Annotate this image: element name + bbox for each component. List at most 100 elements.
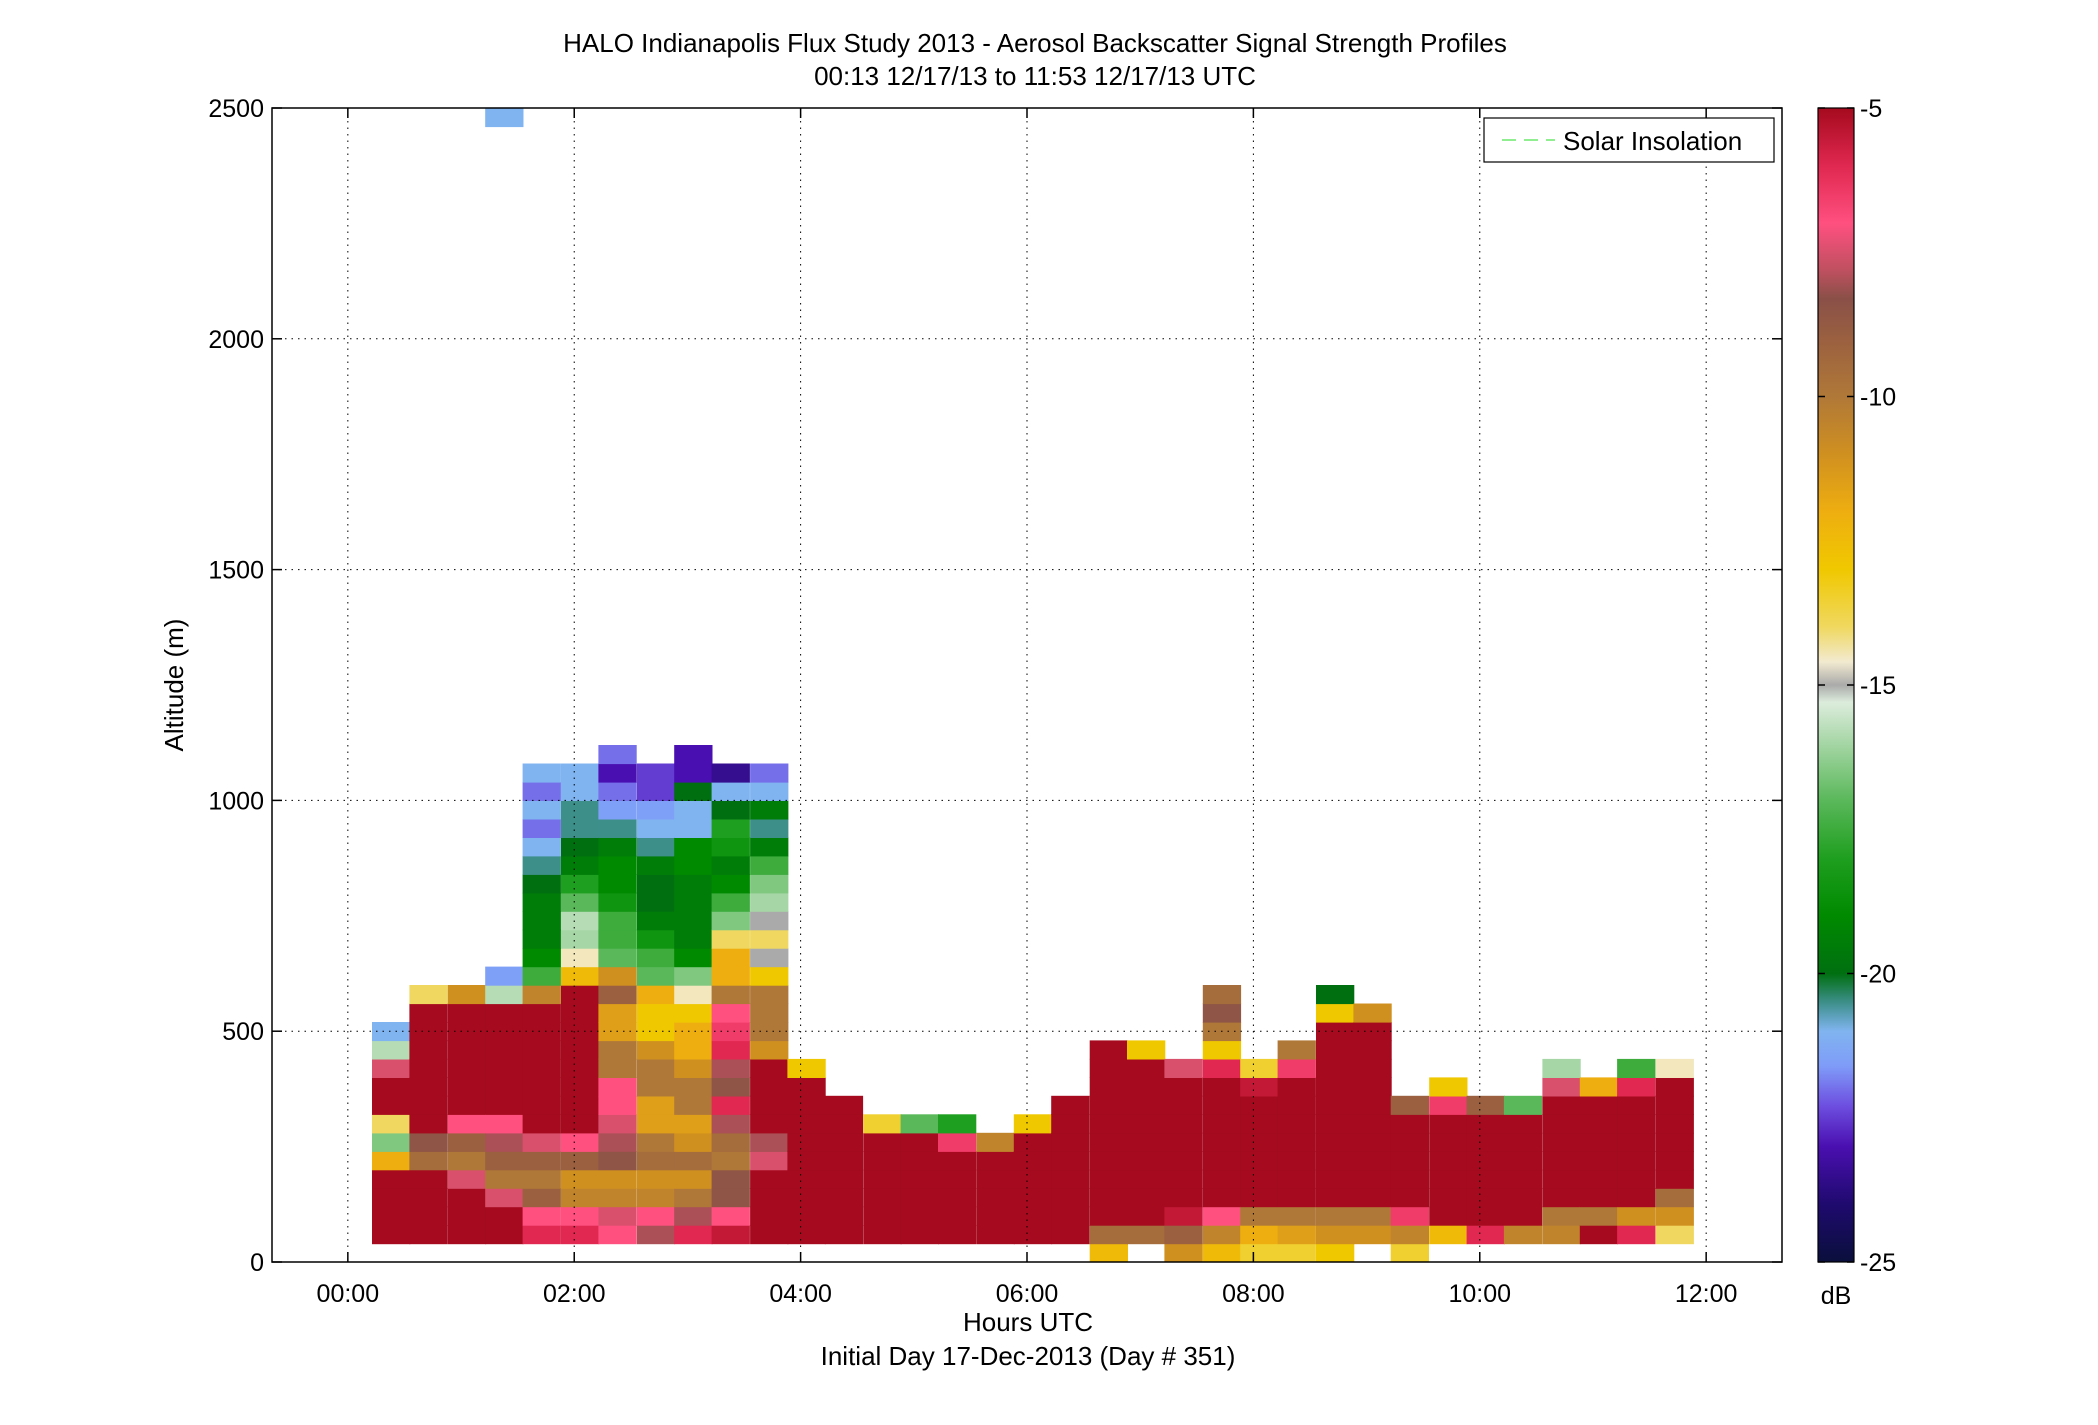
heatmap-cell — [1089, 1151, 1128, 1171]
heatmap-cell — [1617, 1225, 1656, 1245]
heatmap-cell — [1316, 1188, 1355, 1208]
heatmap-cell — [1127, 1225, 1166, 1245]
heatmap-cell — [1277, 1040, 1316, 1060]
heatmap-cell — [522, 929, 561, 949]
heatmap-cell — [1579, 1188, 1619, 1208]
heatmap-cell — [1277, 1151, 1316, 1171]
heatmap-cell — [787, 1058, 826, 1078]
heatmap-cell — [409, 1095, 448, 1115]
heatmap-cell — [711, 892, 750, 912]
heatmap-cell — [447, 1058, 487, 1078]
colorbar-tick-label: -15 — [1860, 672, 1896, 700]
x-tick-label: 00:00 — [317, 1280, 380, 1308]
heatmap-cell — [522, 818, 561, 838]
heatmap-cell — [938, 1188, 977, 1208]
heatmap-cell — [485, 1188, 524, 1208]
heatmap-cell — [598, 781, 637, 801]
heatmap-cell — [598, 1225, 637, 1245]
heatmap-cell — [1127, 1132, 1166, 1152]
heatmap-cell — [447, 1188, 487, 1208]
heatmap-cell — [447, 1040, 487, 1060]
heatmap-cell — [1390, 1169, 1429, 1189]
heatmap-cell — [750, 837, 789, 857]
heatmap-cell — [1202, 1243, 1242, 1262]
heatmap-cell — [561, 892, 600, 912]
heatmap-cell — [1390, 1151, 1429, 1171]
colorbar-tick-label: -25 — [1860, 1249, 1896, 1277]
heatmap-cell — [1127, 1095, 1166, 1115]
heatmap-cell — [372, 1022, 411, 1042]
heatmap-cell — [750, 1077, 789, 1097]
heatmap-cell — [1051, 1132, 1090, 1152]
heatmap-cell — [522, 1206, 561, 1226]
heatmap-cell — [522, 874, 561, 894]
heatmap-cell — [1127, 1151, 1166, 1171]
heatmap-cell — [711, 781, 750, 801]
heatmap-cell — [674, 818, 713, 838]
heatmap-cell — [1240, 1188, 1279, 1208]
heatmap-cell — [1655, 1132, 1694, 1152]
heatmap-cell — [938, 1169, 977, 1189]
y-tick-label: 2500 — [208, 95, 264, 123]
heatmap-cell — [1466, 1114, 1505, 1134]
chart-title: HALO Indianapolis Flux Study 2013 - Aero… — [563, 28, 1507, 58]
heatmap-cell — [1013, 1151, 1053, 1171]
heatmap-cell — [636, 818, 676, 838]
heatmap-cell — [750, 1225, 789, 1245]
heatmap-cell — [674, 1022, 713, 1042]
heatmap-cell — [787, 1169, 826, 1189]
heatmap-cell — [1503, 1169, 1543, 1189]
heatmap-cell — [1655, 1095, 1694, 1115]
heatmap-cell — [863, 1114, 902, 1134]
heatmap-cell — [485, 1132, 524, 1152]
heatmap-cell — [787, 1132, 826, 1152]
heatmap-cell — [750, 1132, 789, 1152]
heatmap-cell — [674, 1040, 713, 1060]
heatmap-cell — [598, 1040, 637, 1060]
heatmap-cell — [750, 1040, 789, 1060]
heatmap-cell — [1202, 1040, 1242, 1060]
heatmap-cell — [674, 966, 713, 986]
heatmap-cell — [976, 1225, 1015, 1245]
heatmap-cell — [1316, 1003, 1355, 1023]
heatmap-cell — [1579, 1206, 1619, 1226]
heatmap-cell — [750, 985, 789, 1005]
heatmap-cell — [447, 1206, 487, 1226]
heatmap-cell — [447, 1095, 487, 1115]
heatmap-cell — [824, 1188, 864, 1208]
heatmap-cell — [522, 1095, 561, 1115]
heatmap-cell — [598, 966, 637, 986]
heatmap-cell — [1089, 1095, 1128, 1115]
colorbar: -5 -10 -15 -20 -25 dB — [1817, 95, 1896, 1310]
heatmap-cell — [1013, 1225, 1053, 1245]
heatmap-cell — [900, 1132, 939, 1152]
heatmap-cell — [561, 818, 600, 838]
heatmap-cell-outlier — [485, 108, 524, 128]
heatmap-cell — [409, 1114, 448, 1134]
heatmap-cell — [1655, 1225, 1694, 1245]
heatmap-cell — [1353, 1077, 1392, 1097]
heatmap-cell — [750, 1022, 789, 1042]
heatmap-cell — [485, 985, 524, 1005]
heatmap-cell — [409, 1058, 448, 1078]
heatmap-cell — [938, 1132, 977, 1152]
heatmap-cell — [1277, 1114, 1316, 1134]
heatmap-cell — [900, 1188, 939, 1208]
heatmap-cell — [1353, 1188, 1392, 1208]
heatmap-cell — [447, 1022, 487, 1042]
heatmap-cell — [1655, 1206, 1694, 1226]
heatmap-cell — [674, 1077, 713, 1097]
heatmap-cell — [485, 1169, 524, 1189]
heatmap-cell — [750, 818, 789, 838]
heatmap-cell — [636, 763, 676, 783]
colorbar-label: dB — [1821, 1282, 1852, 1310]
heatmap-cell — [1390, 1225, 1429, 1245]
heatmap-cells — [372, 108, 1694, 1262]
heatmap-cell — [1542, 1225, 1581, 1245]
heatmap-cell — [1277, 1206, 1316, 1226]
legend: Solar Insolation — [1483, 117, 1775, 163]
heatmap-cell — [561, 874, 600, 894]
heatmap-cell — [674, 1188, 713, 1208]
heatmap-cell — [900, 1169, 939, 1189]
heatmap-cell — [561, 1206, 600, 1226]
